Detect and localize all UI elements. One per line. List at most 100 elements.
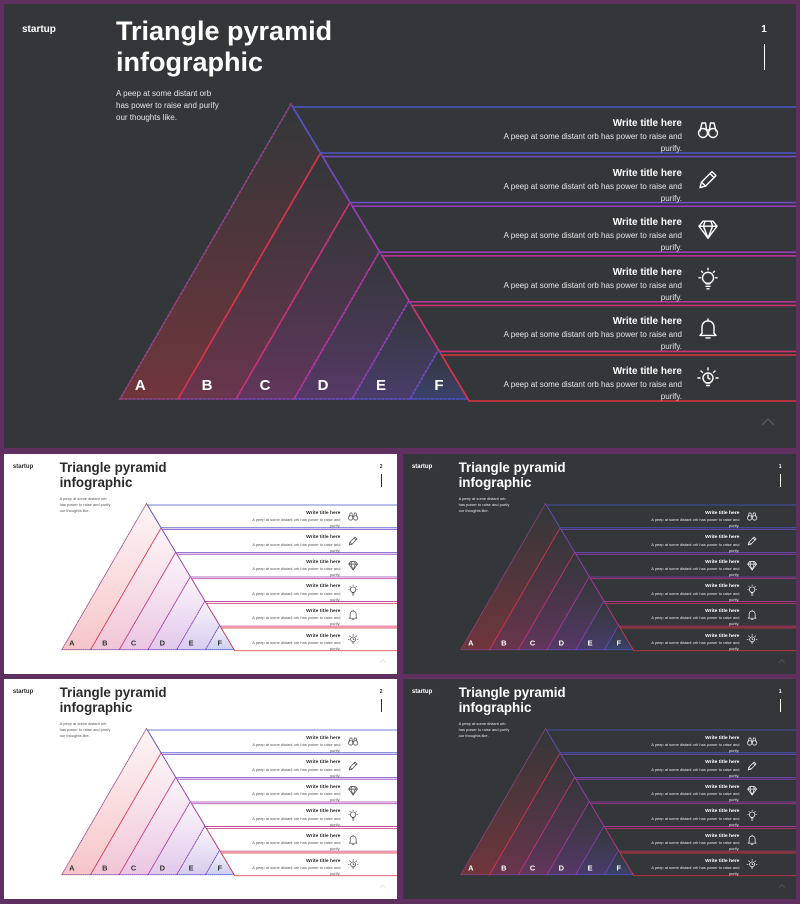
title-line-2: infographic [458, 700, 532, 716]
pyramid-letter-c: C [530, 863, 536, 872]
row-title: Write title here [306, 760, 341, 766]
row-box-3 [575, 778, 796, 803]
pyramid-letter-d: D [559, 638, 565, 647]
row-description: purify. [329, 596, 341, 602]
pyramid-letter-a: A [69, 863, 75, 872]
row-box-3 [575, 553, 796, 578]
pyramid-letter-a: A [69, 638, 75, 647]
row-description: A peep at some distant orb has power to … [252, 541, 341, 547]
page-number: 1 [778, 688, 782, 695]
row-text-3: Write title here A peep at some distant o… [636, 559, 739, 578]
chevron-up-icon[interactable] [379, 659, 387, 663]
lightbulb-icon [348, 584, 358, 596]
pyramid-letter-a: A [135, 377, 146, 394]
row-description: purify. [329, 772, 341, 778]
row-description: purify. [728, 572, 740, 578]
row-box-4 [190, 803, 397, 827]
subtitle-line-2: has power to raise and purify [458, 726, 510, 732]
subtitle-line-1: A peep at some distant orb [59, 720, 107, 726]
row-description: A peep at some distant orb has power to … [252, 766, 341, 772]
row-title: Write title here [612, 316, 682, 328]
page-number: 2 [379, 463, 383, 470]
lightbulb-icon [348, 809, 358, 821]
row-text-3: Write title here A peep at some distant o… [636, 784, 739, 803]
row-title: Write title here [306, 609, 341, 615]
row-text-4: Write title here A peep at some distant o… [237, 583, 340, 602]
row-title: Write title here [306, 809, 341, 815]
subtitle-line-3: our thoughts like. [59, 507, 90, 513]
slide-title: Triangle pyramid infographic [459, 460, 566, 490]
row-text-1: Write title here A peep at some distant o… [636, 510, 739, 529]
diamond-icon [348, 561, 358, 571]
row-description: purify. [660, 243, 682, 253]
row-box-6 [220, 627, 397, 652]
bell-icon [747, 609, 757, 620]
row-title: Write title here [705, 559, 740, 565]
diamond-icon [698, 220, 718, 239]
chevron-up-icon[interactable] [379, 884, 387, 888]
row-description: purify. [728, 821, 740, 827]
row-title: Write title here [705, 784, 740, 790]
title-line-2: infographic [458, 475, 532, 491]
row-description: A peep at some distant orb has power to … [651, 791, 740, 797]
row-text-3: Write title here A peep at some distant o… [474, 215, 682, 254]
row-text-6: Write title here A peep at some distant o… [474, 364, 682, 403]
diamond-icon [348, 786, 358, 796]
row-description: A peep at some distant orb has power to … [252, 815, 341, 821]
row-box-4 [589, 803, 796, 827]
pyramid-letter-d: D [559, 863, 565, 872]
row-description: purify. [728, 772, 740, 778]
row-description: purify. [329, 572, 341, 578]
row-box-2 [560, 529, 796, 553]
pyramid-letter-e: E [189, 638, 194, 647]
row-description: A peep at some distant orb has power to … [651, 840, 740, 846]
page-indicator-line [780, 473, 782, 487]
row-description: purify. [329, 547, 341, 553]
row-description: A peep at some distant orb has power to … [252, 590, 341, 596]
row-text-4: Write title here A peep at some distant o… [237, 808, 340, 827]
pyramid-letter-b: B [102, 638, 108, 647]
pyramid-letter-e: E [588, 863, 593, 872]
chevron-up-icon[interactable] [778, 659, 786, 663]
slide-title: Triangle pyramid infographic [459, 685, 566, 715]
subtitle-line-2: has power to raise and purify [116, 101, 219, 110]
slide-3[interactable]: startup Triangle pyramid infographic A peep… [403, 454, 796, 674]
slide-4[interactable]: startup Triangle pyramid infographic A peep… [4, 679, 397, 899]
row-description: purify. [329, 846, 341, 852]
row-description: A peep at some distant orb has power to … [651, 640, 740, 646]
chevron-up-icon[interactable] [761, 418, 775, 426]
row-description: purify. [660, 292, 682, 302]
row-box-6 [619, 852, 796, 877]
pyramid-letter-b: B [501, 863, 507, 872]
brand-label: startup [12, 688, 34, 695]
pyramid-letter-f: F [617, 863, 622, 872]
row-description: A peep at some distant orb has power to … [503, 330, 682, 340]
row-description: purify. [728, 621, 740, 627]
pyramid-letter-d: D [160, 863, 166, 872]
row-box-5 [604, 602, 796, 627]
row-box-1 [146, 729, 397, 754]
row-title: Write title here [612, 118, 682, 129]
row-box-6 [220, 852, 397, 877]
row-description: A peep at some distant orb has power to … [252, 517, 341, 523]
brand-label: startup [22, 24, 56, 35]
slide-5[interactable]: startup Triangle pyramid infographic A peep… [403, 679, 796, 899]
idea-bulb-icon [347, 634, 359, 644]
subtitle-line-3: our thoughts like. [458, 732, 489, 738]
diamond-icon [747, 561, 757, 571]
slide-1[interactable]: startup Triangle pyramid infographic A peep… [4, 4, 796, 448]
chevron-up-icon[interactable] [778, 884, 786, 888]
slide-2[interactable]: startup Triangle pyramid infographic A peep… [4, 454, 397, 674]
row-description: A peep at some distant orb has power to … [503, 132, 682, 141]
row-text-1: Write title here A peep at some distant o… [237, 735, 340, 754]
pencil-icon [747, 536, 757, 546]
row-description: A peep at some distant orb has power to … [503, 231, 682, 241]
row-box-5 [604, 827, 796, 852]
row-description: A peep at some distant orb has power to … [252, 865, 341, 871]
title-line-1: Triangle pyramid [116, 16, 333, 46]
pyramid-letter-f: F [617, 638, 622, 647]
idea-bulb-icon [347, 859, 359, 869]
bell-icon [747, 834, 757, 845]
